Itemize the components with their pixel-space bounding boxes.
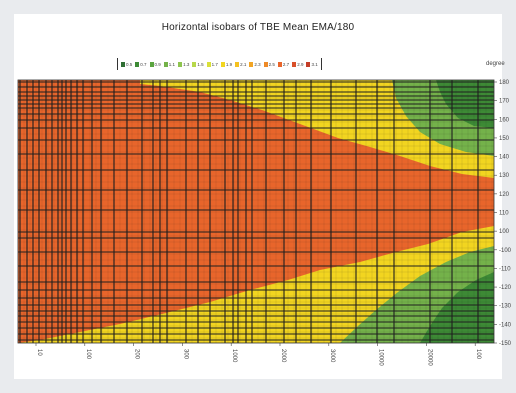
legend-swatch bbox=[306, 61, 311, 67]
legend-item: 2.1 bbox=[235, 61, 247, 67]
legend-swatch bbox=[235, 61, 240, 67]
legend-item: 3.1 bbox=[306, 61, 318, 67]
legend-item: 1.9 bbox=[220, 61, 233, 67]
x-tick-label: 100 bbox=[475, 349, 481, 360]
legend-swatch bbox=[206, 61, 211, 67]
legend-label: 2.3 bbox=[254, 61, 261, 67]
y-tick-label: -130 bbox=[499, 304, 512, 310]
x-tick-label: 3000 bbox=[329, 349, 335, 363]
y-tick-label: -100 bbox=[499, 248, 512, 254]
legend-label: 1.9 bbox=[225, 61, 233, 67]
legend-label: 2.7 bbox=[282, 61, 290, 67]
legend-item: 1.7 bbox=[206, 61, 218, 67]
y-tick-label: -150 bbox=[499, 341, 512, 347]
legend-item: 0.5 bbox=[121, 61, 133, 67]
legend-label: 0.9 bbox=[154, 61, 161, 67]
legend-item: 1.3 bbox=[178, 61, 190, 67]
legend-item: 2.5 bbox=[263, 61, 275, 67]
legend-label: 3.1 bbox=[311, 61, 318, 67]
legend-label: 2.5 bbox=[268, 61, 275, 67]
y-tick-label: 130 bbox=[499, 173, 510, 179]
legend-item: 2.7 bbox=[277, 61, 290, 67]
legend-swatch bbox=[163, 61, 168, 67]
legend-label: 0.7 bbox=[140, 61, 147, 67]
colorbar-unit-label: degree bbox=[486, 61, 505, 67]
legend-label: 1.7 bbox=[211, 61, 218, 67]
plot-frame bbox=[17, 79, 495, 344]
y-tick-label: 170 bbox=[499, 99, 510, 105]
legend-label: 1.1 bbox=[168, 61, 176, 67]
x-tick-label: 2000 bbox=[280, 349, 286, 363]
legend-label: 1.3 bbox=[183, 61, 190, 67]
y-tick-label: -110 bbox=[499, 266, 511, 272]
legend-swatch bbox=[249, 61, 254, 67]
y-tick-label: 110 bbox=[499, 211, 509, 217]
legend-label: 2.1 bbox=[240, 61, 247, 67]
y-tick-label: 120 bbox=[499, 192, 510, 198]
legend-swatch bbox=[121, 61, 125, 67]
y-tick-label: 140 bbox=[499, 155, 510, 161]
legend-item: 2.9 bbox=[292, 61, 304, 67]
y-tick-label: 150 bbox=[499, 136, 510, 142]
y-tick-label: 180 bbox=[499, 80, 510, 86]
x-tick-label: 20000 bbox=[426, 349, 432, 366]
x-tick-label: 100 bbox=[85, 349, 91, 360]
legend-swatch bbox=[192, 61, 197, 67]
y-tick-label: 100 bbox=[499, 229, 510, 235]
legend-item: 0.7 bbox=[135, 61, 147, 67]
legend-swatch bbox=[220, 61, 225, 67]
legend-item: 2.3 bbox=[249, 61, 261, 67]
legend-item: 0.9 bbox=[149, 61, 161, 67]
legend-item: 1.1 bbox=[163, 61, 176, 67]
legend-label: 0.5 bbox=[126, 61, 133, 67]
legend-swatch bbox=[277, 61, 282, 67]
chart-legend: 0.5 0.7 0.9 1.1 1.3 1.5 1.7 1.9 2.1 2.3 2.5 2.7 2.9 3… bbox=[117, 58, 322, 70]
x-tick-label: 1000 bbox=[231, 349, 237, 363]
legend-swatch bbox=[135, 61, 140, 67]
legend-label: 2.9 bbox=[297, 61, 304, 67]
x-tick-label: 10 bbox=[36, 349, 42, 356]
x-tick-label: 10000 bbox=[378, 349, 384, 366]
chart-title: Horizontal isobars of TBE Mean EMA/180 bbox=[161, 22, 355, 33]
y-tick-label: -140 bbox=[499, 322, 512, 328]
legend-swatch bbox=[263, 61, 268, 67]
legend-swatch bbox=[149, 61, 154, 67]
x-tick-label: 200 bbox=[134, 349, 140, 360]
legend-swatch bbox=[292, 61, 297, 67]
legend-item: 1.5 bbox=[192, 61, 204, 67]
legend-label: 1.5 bbox=[197, 61, 204, 67]
y-tick-label: -120 bbox=[499, 285, 512, 291]
x-tick-label: 300 bbox=[182, 349, 188, 360]
y-tick-label: 160 bbox=[499, 117, 510, 123]
legend-swatch bbox=[178, 61, 183, 67]
